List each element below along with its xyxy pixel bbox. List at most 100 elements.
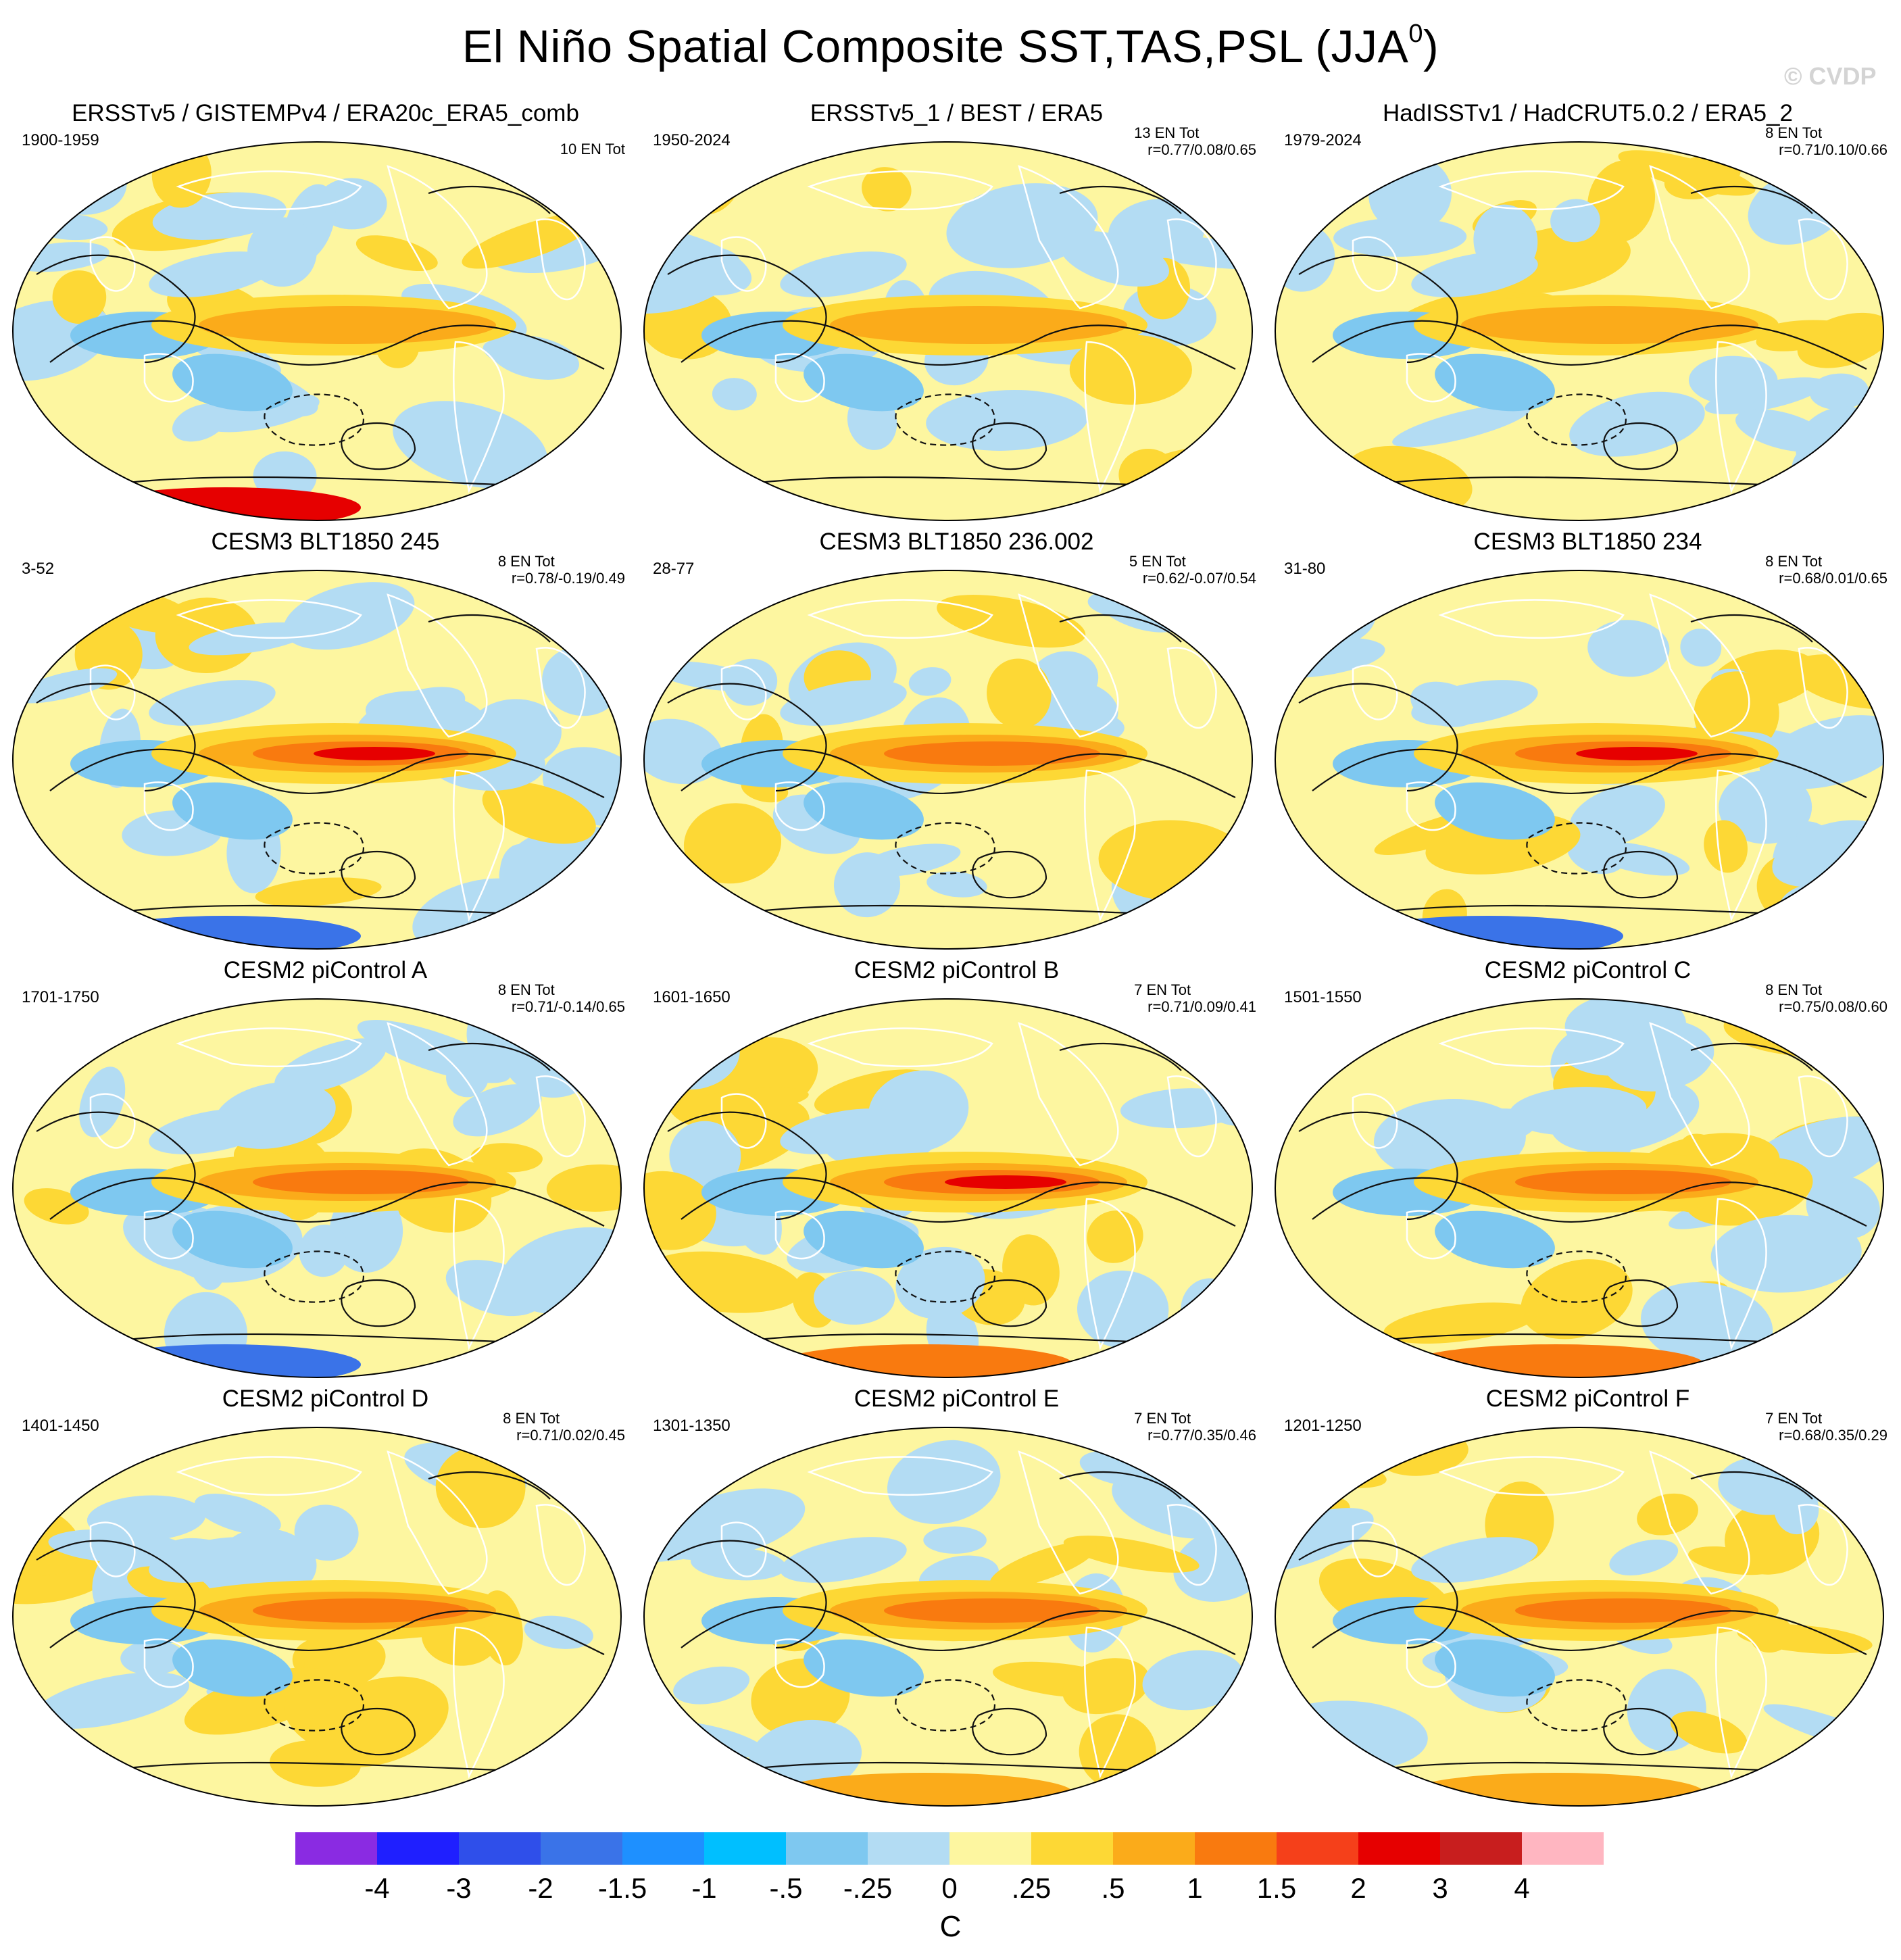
robinson-map: [1275, 570, 1884, 950]
panel-title: CESM2 piControl C: [1484, 957, 1692, 983]
continent-outline: [1352, 1521, 1398, 1577]
psl-contour-negative: [895, 1679, 995, 1732]
event-count: 7 EN Tot: [1134, 1410, 1191, 1427]
map-boundary: [12, 141, 622, 521]
cool-patch-north: [1411, 680, 1538, 726]
map-field: [644, 999, 1252, 1377]
continent-outline: [1438, 170, 1625, 210]
robinson-map: [12, 141, 622, 521]
anomaly-patch: [33, 1672, 189, 1729]
cool-patch-north: [149, 251, 276, 297]
continent-outline: [1018, 165, 1119, 310]
psl-contour-positive: [1298, 1111, 1458, 1221]
psl-contour-positive: [36, 683, 196, 792]
panel-title: CESM2 piControl F: [1485, 1386, 1690, 1412]
continent-outline: [89, 1093, 136, 1149]
event-count: 7 EN Tot: [1134, 981, 1191, 998]
panel-years: 1601-1650: [653, 988, 731, 1006]
anomaly-patch: [669, 1121, 741, 1192]
psl-contour-positive: [972, 1707, 1047, 1756]
anomaly-patch: [644, 1171, 716, 1250]
psl-contour-positive: [1603, 850, 1679, 899]
event-count: 8 EN Tot: [497, 553, 555, 570]
anomaly-patch: [52, 270, 107, 324]
event-count: 8 EN Tot: [503, 1410, 560, 1427]
map-boundary: [1275, 998, 1884, 1378]
map-boundary: [12, 998, 622, 1378]
psl-contour-positive: [341, 850, 416, 899]
panel-stats: 5 EN Tot r=0.62/-0.07/0.54: [1129, 553, 1256, 587]
continent-outline: [453, 341, 505, 493]
psl-contour-positive: [1312, 1177, 1867, 1227]
figure-title-main: El Niño Spatial Composite SST,TAS,PSL (J…: [462, 21, 1409, 72]
psl-contour-positive: [36, 1540, 196, 1649]
map-field: [13, 999, 621, 1377]
map-panel: CESM3 BLT1850 234 31-80 8 EN Tot r=0.68/0.0…: [1272, 529, 1901, 958]
colorbar-tick-label: -.5: [769, 1872, 803, 1904]
event-count: 8 EN Tot: [1765, 124, 1823, 141]
anomaly-patch: [1569, 391, 1705, 457]
anomaly-patch: [1063, 1536, 1200, 1573]
colorbar-tick-label: -1: [691, 1872, 717, 1904]
figure-title-end: ): [1423, 21, 1439, 72]
anomaly-patch: [299, 1224, 349, 1277]
anomaly-patch: [1521, 1259, 1633, 1340]
colorbar-swatch: [622, 1832, 704, 1865]
enso-tongue-inner: [884, 741, 1100, 766]
map-boundary: [12, 570, 622, 950]
map-panel: CESM3 BLT1850 245 3-52 8 EN Tot r=0.78/-0.1…: [9, 529, 641, 958]
cool-patch-south: [172, 353, 293, 412]
map-panel: CESM2 piControl F 1201-1250 7 EN Tot r=0.68…: [1272, 1386, 1901, 1815]
panel-years: 1501-1550: [1284, 988, 1362, 1006]
panel-stats: 7 EN Tot r=0.68/0.35/0.29: [1765, 1410, 1887, 1444]
anomaly-patch: [87, 1495, 206, 1541]
psl-contour-negative: [264, 1250, 364, 1303]
cool-patch-south: [804, 782, 924, 840]
psl-contour-positive: [1312, 1605, 1867, 1655]
continent-outline: [143, 1638, 194, 1688]
continent-outline: [1798, 218, 1848, 301]
anomaly-patch: [908, 667, 952, 696]
anomaly-patch: [1756, 321, 1841, 351]
anomaly-patch: [1688, 356, 1778, 405]
continent-outline: [720, 236, 767, 292]
psl-contour-negative: [1526, 1679, 1627, 1732]
psl-contour-positive: [428, 1042, 551, 1071]
anomaly-patch: [1759, 715, 1883, 789]
psl-contour-positive: [1312, 320, 1867, 370]
cool-patch-south: [804, 353, 924, 412]
panel-stats: 8 EN Tot r=0.75/0.08/0.60: [1765, 981, 1887, 1015]
psl-contour-negative: [895, 1250, 995, 1303]
panel-years: 1701-1750: [22, 988, 99, 1006]
cool-patch-north: [1411, 251, 1538, 297]
anomaly-patch: [283, 582, 415, 650]
cool-patch-south: [1435, 1639, 1555, 1697]
continent-outline: [1798, 1504, 1848, 1586]
continent-outline: [535, 218, 586, 301]
map-boundary: [12, 1427, 622, 1807]
map-boundary: [643, 141, 1253, 521]
anomaly-patch: [887, 1440, 1001, 1524]
psl-contour-positive: [1059, 614, 1182, 643]
anomaly-patch: [462, 213, 597, 269]
anomaly-patch: [1021, 401, 1077, 428]
anomaly-patch: [923, 1526, 987, 1554]
psl-contour-positive: [681, 1177, 1236, 1227]
enso-tongue-core: [1576, 747, 1698, 760]
anomaly-patch: [712, 378, 757, 411]
anomaly-patch: [644, 157, 698, 196]
psl-contour-positive: [428, 614, 551, 643]
psl-contour-positive: [36, 1111, 196, 1221]
psl-contour-positive: [1059, 1042, 1182, 1071]
panel-years: 1201-1250: [1284, 1417, 1362, 1435]
continent-outline: [176, 1027, 362, 1067]
psl-contour-positive: [972, 422, 1047, 470]
robinson-map: [643, 570, 1253, 950]
continent-outline: [720, 1521, 767, 1577]
continent-outline: [720, 1093, 767, 1149]
continent-outline: [1438, 1456, 1625, 1496]
colorbar-unit: C: [939, 1910, 962, 1943]
psl-contour-positive: [36, 254, 196, 364]
colorbar-swatch: [377, 1832, 459, 1865]
panel-title: CESM3 BLT1850 234: [1473, 529, 1702, 555]
